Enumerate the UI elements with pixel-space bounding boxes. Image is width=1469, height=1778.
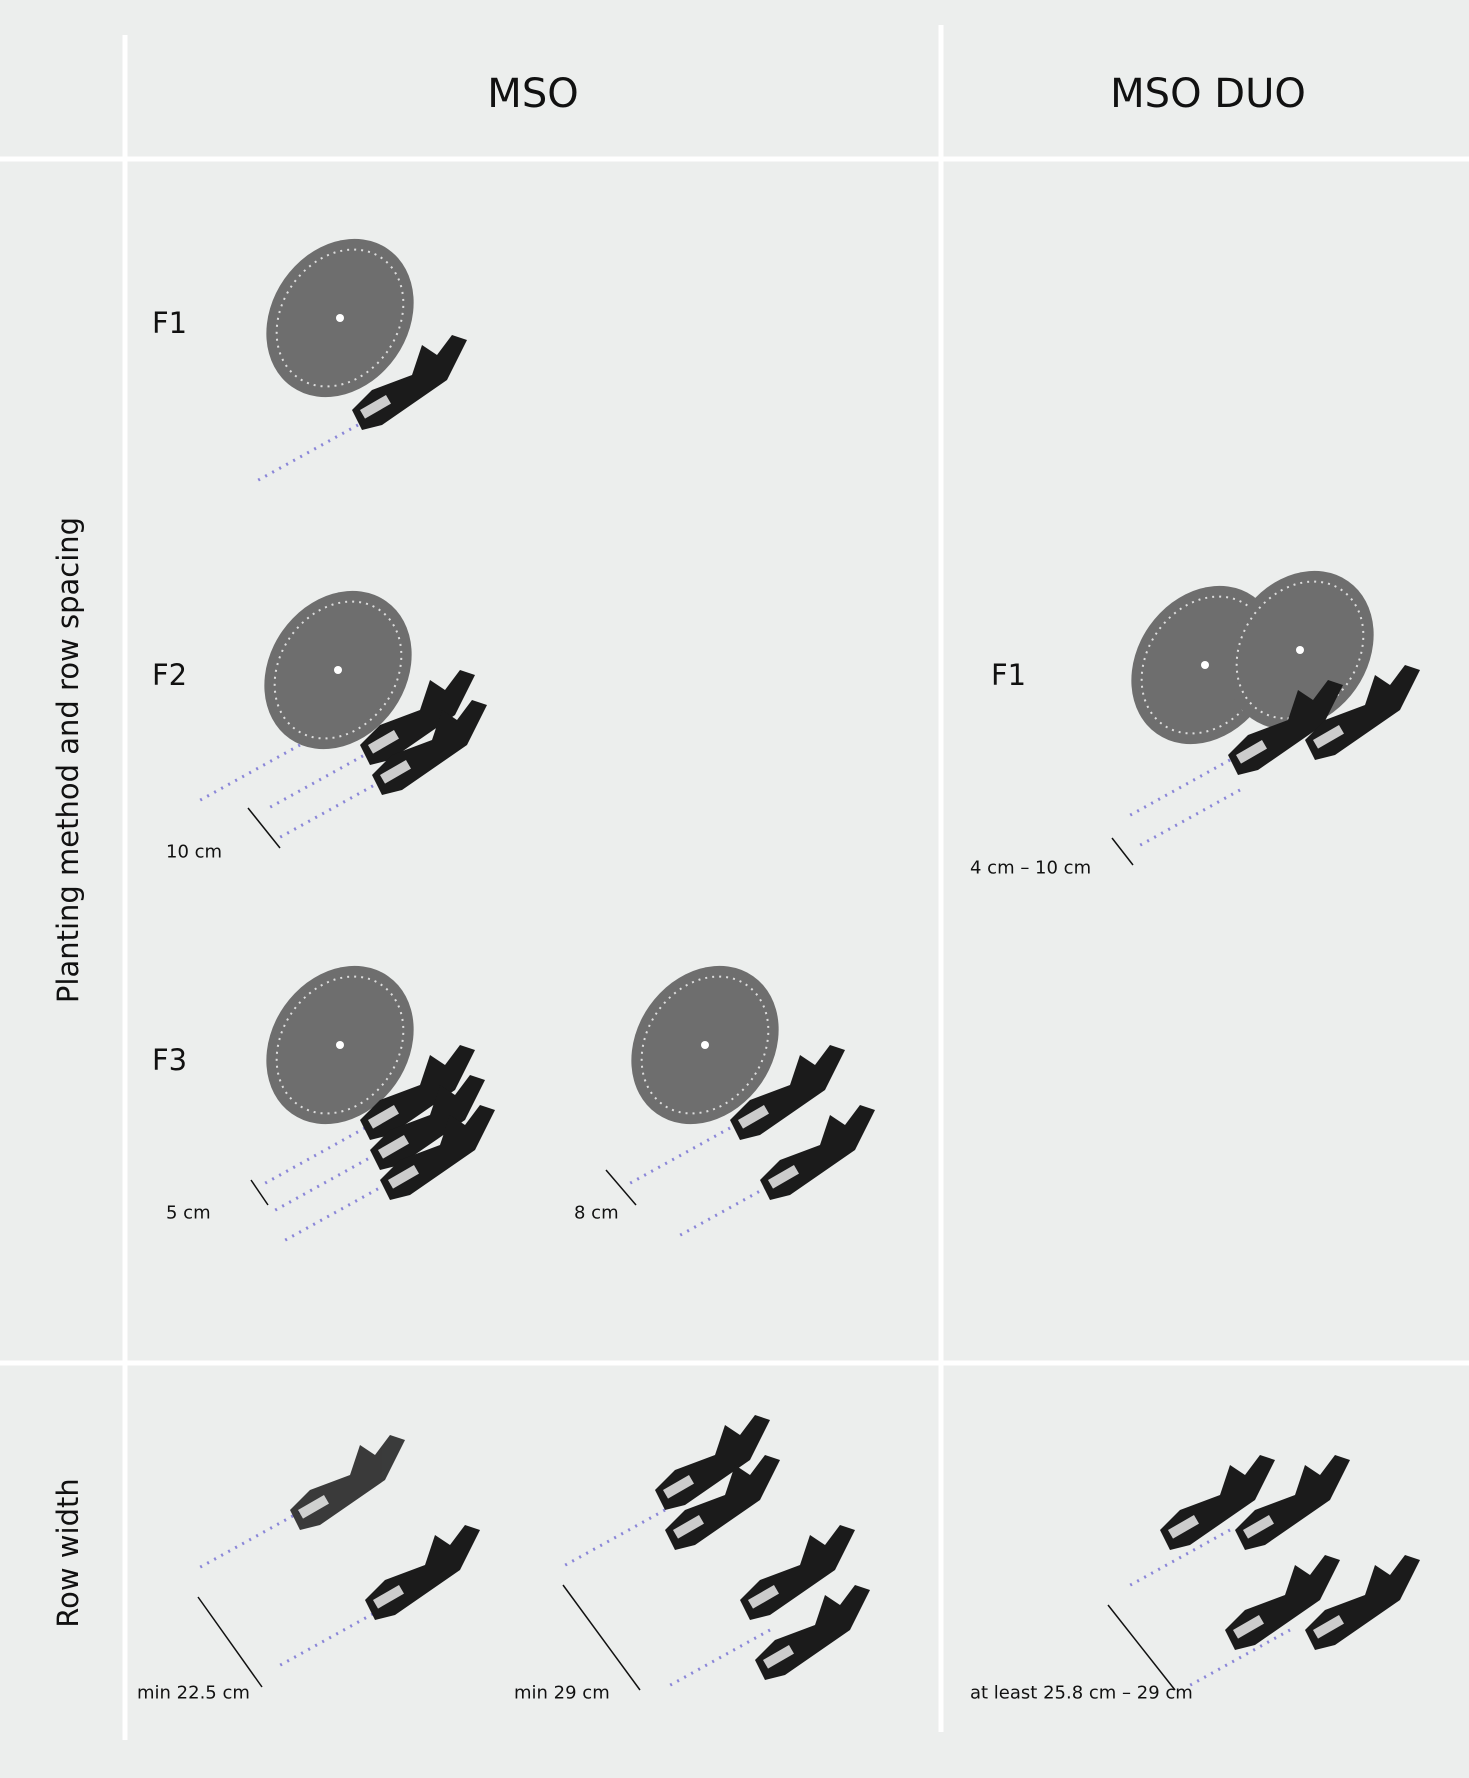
method-label: F1: [152, 306, 188, 340]
spacing-label: 5 cm: [166, 1202, 211, 1224]
column-header: MSO: [487, 71, 579, 117]
width-label: min 29 cm: [514, 1682, 610, 1704]
row-label: Planting method and row spacing: [51, 516, 85, 1004]
width-label: at least 25.8 cm – 29 cm: [970, 1682, 1193, 1704]
method-label: F3: [152, 1043, 188, 1077]
spacing-label: 10 cm: [166, 841, 223, 863]
row-label: Row width: [51, 1478, 85, 1628]
mso-f1-drawing: [235, 209, 467, 485]
mso-f3b-drawing: [600, 936, 875, 1240]
method-label: F2: [152, 658, 188, 692]
mso-f2-drawing: [233, 561, 487, 849]
column-header: MSO DUO: [1110, 71, 1306, 117]
spacing-label: 8 cm: [574, 1202, 619, 1224]
duo-f1-drawing: [1100, 541, 1420, 866]
method-label: F1: [991, 658, 1027, 692]
width-label: min 22.5 cm: [137, 1682, 250, 1704]
row-width-drawings: [193, 743, 1420, 1691]
spacing-label: 4 cm – 10 cm: [970, 857, 1092, 879]
mso-f3-drawing: [235, 936, 495, 1245]
grid-lines: [0, 25, 1469, 1740]
